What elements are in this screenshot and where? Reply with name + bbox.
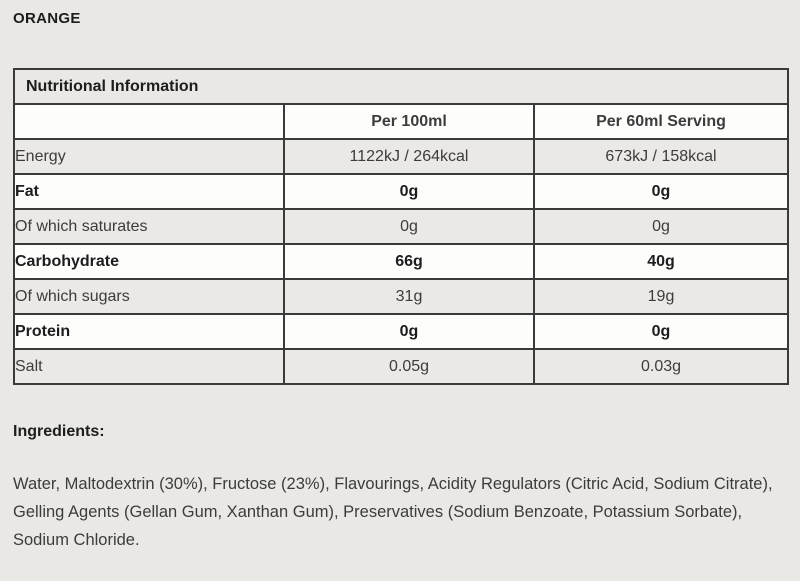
ingredients-text: Water, Maltodextrin (30%), Fructose (23%… [13, 475, 773, 549]
table-caption: Nutritional Information [13, 68, 789, 105]
row-value-per-60ml: 0.03g [533, 348, 789, 385]
row-label: Salt [13, 348, 285, 385]
row-value-per-60ml: 0g [533, 208, 789, 245]
row-value-per-60ml: 0g [533, 173, 789, 210]
row-value-per-100ml: 0.05g [283, 348, 535, 385]
row-value-per-100ml: 0g [283, 208, 535, 245]
row-label: Energy [13, 138, 285, 175]
row-value-per-100ml: 0g [283, 313, 535, 350]
ingredients-section: Ingredients: Water, Maltodextrin (30%), … [13, 423, 787, 554]
nutrition-table: Nutritional Information Per 100ml Per 60… [13, 68, 789, 385]
row-value-per-100ml: 31g [283, 278, 535, 315]
row-value-per-100ml: 0g [283, 173, 535, 210]
table-row-carbohydrate: Carbohydrate 66g 40g [13, 243, 789, 280]
row-value-per-100ml: 1122kJ / 264kcal [283, 138, 535, 175]
table-row-energy: Energy 1122kJ / 264kcal 673kJ / 158kcal [13, 138, 789, 175]
column-header-per-60ml-serving: Per 60ml Serving [533, 103, 789, 140]
row-label: Protein [13, 313, 285, 350]
table-row-protein: Protein 0g 0g [13, 313, 789, 350]
row-value-per-60ml: 673kJ / 158kcal [533, 138, 789, 175]
row-value-per-60ml: 19g [533, 278, 789, 315]
row-value-per-100ml: 66g [283, 243, 535, 280]
table-row-sugars: Of which sugars 31g 19g [13, 278, 789, 315]
ingredients-heading: Ingredients: [13, 423, 105, 440]
row-label: Carbohydrate [13, 243, 285, 280]
row-value-per-60ml: 0g [533, 313, 789, 350]
table-caption-row: Nutritional Information [13, 68, 789, 105]
table-row-salt: Salt 0.05g 0.03g [13, 348, 789, 385]
page: ORANGE Nutritional Information Per 100ml… [13, 10, 789, 554]
row-value-per-60ml: 40g [533, 243, 789, 280]
table-header-row: Per 100ml Per 60ml Serving [13, 103, 789, 140]
column-header-per-100ml: Per 100ml [283, 103, 535, 140]
row-label: Fat [13, 173, 285, 210]
column-header-blank [13, 103, 285, 140]
row-label: Of which saturates [13, 208, 285, 245]
table-row-fat: Fat 0g 0g [13, 173, 789, 210]
table-row-saturates: Of which saturates 0g 0g [13, 208, 789, 245]
product-title: ORANGE [13, 10, 81, 27]
row-label: Of which sugars [13, 278, 285, 315]
